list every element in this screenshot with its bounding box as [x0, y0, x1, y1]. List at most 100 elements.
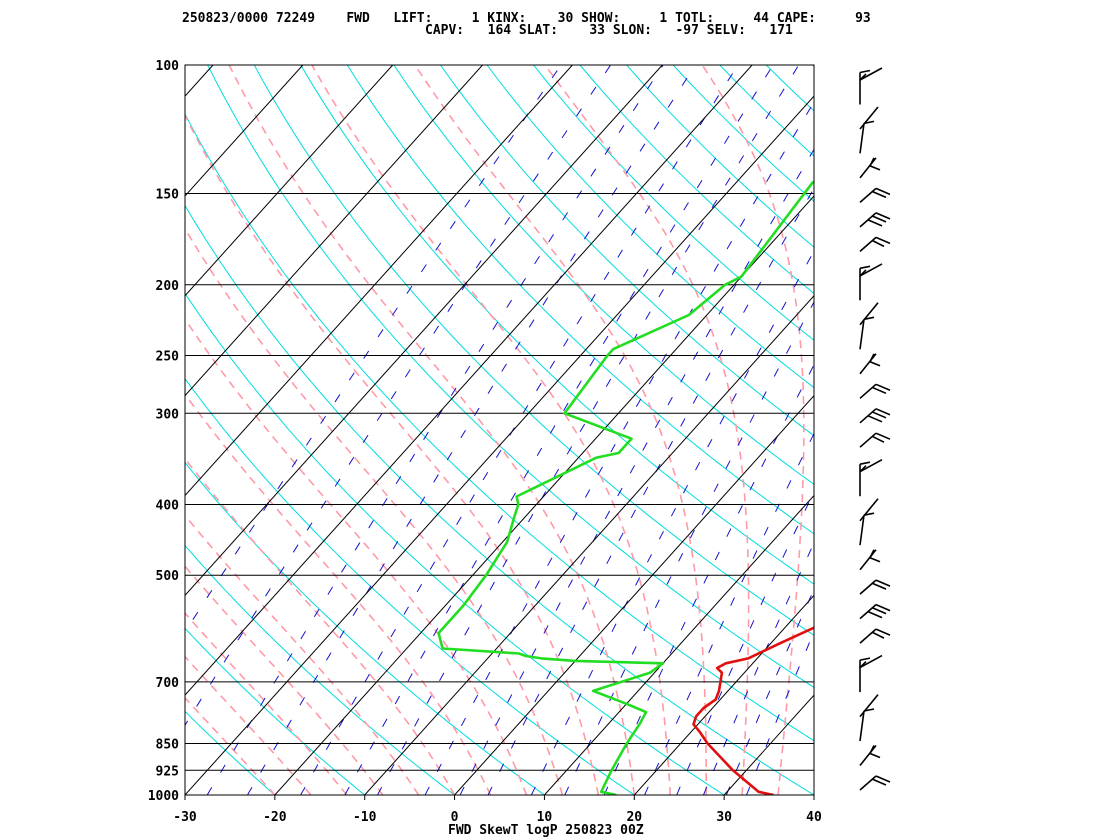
wind-barb-stroke [859, 302, 879, 326]
isotherm [454, 394, 814, 795]
wind-barb [859, 265, 871, 301]
dry-adiabat [207, 65, 814, 689]
wind-barb-stroke [863, 512, 875, 516]
moist-adiabat [185, 565, 384, 795]
temp-tick-label: 30 [716, 810, 732, 825]
wind-barb [859, 708, 875, 742]
wind-barb [859, 775, 891, 791]
pressure-tick-label: 250 [156, 349, 180, 364]
wind-barb [859, 187, 891, 204]
wind-barb-stroke [869, 165, 881, 171]
wind-barb-stroke [875, 212, 891, 220]
pressure-tick-label: 400 [156, 499, 180, 514]
wind-barb [859, 694, 879, 718]
header-line-2: CAPV: 164 SLAT: 33 SLON: -97 SELV: 171 [425, 23, 793, 38]
isotherm [0, 65, 123, 795]
dry-adiabat [0, 49, 111, 811]
wind-barb [859, 432, 891, 448]
wind-barb-stroke [871, 239, 885, 248]
isotherm [185, 65, 753, 696]
isotherm [185, 65, 214, 97]
pressure-tick-label: 850 [156, 737, 180, 752]
dry-adiabat [300, 65, 814, 585]
wind-barb [859, 316, 875, 350]
pressure-tick-label: 300 [156, 407, 180, 422]
wind-barb [859, 603, 891, 620]
mixing-ratio-line [206, 65, 664, 795]
mixing-ratio-line [703, 541, 814, 795]
wind-barb-stroke [859, 628, 877, 644]
wind-barb-stroke [859, 657, 871, 661]
wind-barb [859, 654, 883, 669]
moist-adiabat [701, 65, 805, 795]
wind-barb [859, 353, 881, 375]
wind-barbs [859, 67, 891, 791]
dry-adiabat [253, 65, 814, 636]
wind-barb-stroke [871, 411, 887, 419]
dewpoint-profile [437, 180, 814, 795]
wind-barb-stroke [867, 219, 883, 227]
wind-barb-stroke [875, 236, 891, 245]
wind-barb-stroke [875, 383, 891, 392]
wind-barb-stroke [859, 269, 867, 277]
wind-barb [859, 302, 879, 326]
wind-barb-stroke [859, 157, 877, 179]
moist-adiabat [185, 317, 528, 795]
mixing-ratio-line [530, 250, 814, 795]
wind-barb-stroke [871, 215, 887, 223]
wind-barb-stroke [869, 353, 875, 363]
wind-barb-stroke [859, 67, 883, 81]
dry-adiabat [393, 65, 814, 485]
moist-adiabat [185, 227, 564, 795]
wind-barb-stroke [869, 745, 875, 754]
temp-tick-label: -30 [173, 810, 197, 825]
wind-barb-stroke [859, 69, 871, 74]
wind-barb [859, 512, 875, 546]
wind-barb-stroke [859, 710, 865, 742]
mixing-ratio-line [644, 432, 814, 795]
isotherm [633, 594, 814, 795]
wind-barb-stroke [869, 361, 881, 367]
wind-barb-stroke [875, 775, 891, 783]
wind-barb [859, 383, 891, 399]
wind-barb-stroke [875, 579, 891, 587]
isotherm [185, 65, 394, 297]
wind-barb-stroke [871, 386, 887, 395]
isotherm [185, 65, 663, 597]
wind-barb [859, 458, 883, 473]
wind-barb-stroke [859, 187, 877, 204]
mixing-ratio-line [746, 630, 814, 795]
isotherm [274, 195, 814, 795]
wind-barb [859, 157, 881, 179]
moist-adiabat [185, 696, 276, 795]
pressure-tick-label: 200 [156, 279, 180, 294]
wind-barb-stroke [859, 458, 883, 473]
wind-barb-stroke [859, 694, 879, 718]
wind-barb [859, 106, 879, 130]
grid-layer [0, 49, 1120, 811]
moist-adiabat [228, 65, 636, 795]
dry-adiabat [842, 49, 1120, 811]
pressure-tick-label: 150 [156, 188, 180, 203]
mixing-ratio-line [564, 300, 814, 795]
plot-frame [184, 64, 815, 796]
temp-tick-label: 10 [537, 810, 553, 825]
dry-adiabat [185, 292, 726, 795]
temp-tick-label: -10 [353, 810, 377, 825]
wind-barb-stroke [859, 236, 877, 253]
dry-adiabat [185, 112, 814, 742]
wind-barb [859, 67, 883, 81]
isotherm [185, 65, 483, 397]
pressure-tick-label: 700 [156, 676, 180, 691]
wind-barb-stroke [859, 498, 879, 522]
wind-barb-stroke [859, 579, 877, 595]
dry-adiabat [185, 794, 186, 795]
header-line-1: 250823/0000 72249 FWD LIFT: 1 KINX: 30 S… [182, 11, 871, 26]
wind-barb [859, 120, 875, 154]
wind-barb-stroke [863, 708, 875, 712]
temp-tick-label: 20 [626, 810, 642, 825]
wind-barb-stroke [871, 435, 885, 443]
mixing-ratio-line [300, 65, 739, 795]
wind-barb-stroke [875, 432, 891, 440]
